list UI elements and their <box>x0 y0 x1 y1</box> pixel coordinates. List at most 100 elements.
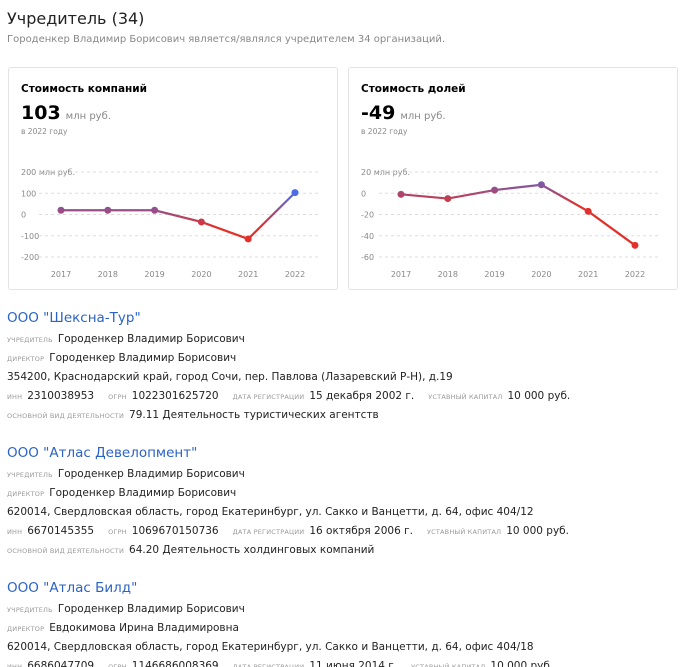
field-label: директор <box>7 355 45 363</box>
y-tick-label: -100 <box>21 232 39 241</box>
field-label: уставный капитал <box>411 663 486 667</box>
headline: -49 млн руб. <box>361 102 446 124</box>
info-row: учредитель Городенкер Владимир Борисович <box>7 330 677 349</box>
data-point <box>244 235 252 243</box>
headline-value: 103 <box>21 102 61 124</box>
headline-unit: млн руб. <box>66 111 111 122</box>
info-row: основной вид деятельности 79.11 Деятельно… <box>7 406 677 425</box>
data-point <box>397 190 405 198</box>
company: ООО "Атлас Девелопмент" учредитель Городен… <box>7 443 677 560</box>
headline-value: -49 <box>361 102 395 124</box>
field-label: учредитель <box>7 471 53 479</box>
field-label: директор <box>7 625 45 633</box>
y-tick-label: -20 <box>361 211 374 220</box>
headline: 103 млн руб. <box>21 102 111 124</box>
x-tick-label: 2022 <box>625 270 645 279</box>
info-row: директор Городенкер Владимир Борисович <box>7 349 677 368</box>
section-title: Учредитель (34) <box>7 9 145 28</box>
x-tick-label: 2020 <box>191 270 211 279</box>
field-value: Евдокимова Ирина Владимировна <box>49 622 239 634</box>
field-label: учредитель <box>7 336 53 344</box>
field-value: 10 000 руб. <box>490 660 554 667</box>
y-tick-label: 0 <box>21 211 26 220</box>
chart: Стоимость компаний 103 млн руб. в 2022 году… <box>21 83 321 279</box>
info-row: учредитель Городенкер Владимир Борисович <box>7 465 677 484</box>
field-value: 354200, Краснодарский край, город Сочи, … <box>7 371 453 383</box>
field-value: 620014, Свердловская область, город Екат… <box>7 641 534 653</box>
field-label: инн <box>7 528 23 536</box>
info-row: инн 6686047709 огрн 1146686008369 дата регис… <box>7 657 677 667</box>
field-value: 10 000 руб. <box>507 390 571 402</box>
y-tick-label: -60 <box>361 253 374 262</box>
field-value: 1069670150736 <box>131 525 219 537</box>
chart: Стоимость долей-49 млн руб.в 2022 году20 … <box>361 83 661 279</box>
field-label: дата регистрации <box>232 528 305 536</box>
data-point <box>491 186 499 194</box>
chart-title: Стоимость компаний <box>21 83 147 95</box>
series-line <box>400 183 636 247</box>
field-label: основной вид деятельности <box>7 412 125 420</box>
chart-card: Стоимость компаний 103 млн руб. в 2022 году… <box>8 67 338 290</box>
field-value: 10 000 руб. <box>506 525 569 537</box>
headline-unit: млн руб. <box>400 111 445 122</box>
field-label: дата регистрации <box>232 393 305 401</box>
field-label: учредитель <box>7 606 53 614</box>
field-value: 6686047709 <box>27 660 95 667</box>
data-point <box>57 206 65 214</box>
company: ООО "Атлас Билд" учредитель Городенкер Вла… <box>7 578 677 667</box>
field-value: Городенкер Владимир Борисович <box>57 333 245 345</box>
field-label: директор <box>7 490 45 498</box>
field-label: уставный капитал <box>428 393 503 401</box>
data-point <box>151 206 159 214</box>
company-name[interactable]: ООО "Атлас Билд" <box>7 580 138 596</box>
field-label: огрн <box>108 663 127 667</box>
x-tick-label: 2018 <box>98 270 118 279</box>
y-tick-label: 100 <box>21 189 36 198</box>
company-name[interactable]: ООО "Атлас Девелопмент" <box>7 445 198 461</box>
x-tick-label: 2017 <box>51 270 71 279</box>
field-label: дата регистрации <box>232 663 305 667</box>
x-tick-label: 2021 <box>578 270 598 279</box>
headline-note: в 2022 году <box>361 127 408 136</box>
field-value: 11 июня 2014 г. <box>309 660 398 667</box>
x-tick-label: 2019 <box>484 270 504 279</box>
data-point <box>291 189 299 197</box>
info-row: учредитель Городенкер Владимир Борисович <box>7 600 677 619</box>
info-row: инн 2310038953 огрн 1022301625720 дата регис… <box>7 387 677 406</box>
field-value: 16 октября 2006 г. <box>309 525 413 537</box>
info-row: инн 6670145355 огрн 1069670150736 дата регис… <box>7 522 677 541</box>
chart-title: Стоимость долей <box>361 83 466 95</box>
field-value: Городенкер Владимир Борисович <box>57 603 245 615</box>
x-tick-label: 2017 <box>391 270 411 279</box>
data-point <box>444 195 452 203</box>
field-label: огрн <box>108 393 127 401</box>
data-point <box>631 241 639 249</box>
field-value: 1022301625720 <box>131 390 219 402</box>
field-value: 2310038953 <box>27 390 95 402</box>
data-point <box>197 218 205 226</box>
field-label: инн <box>7 393 23 401</box>
info-row: 620014, Свердловская область, город Екат… <box>7 503 677 522</box>
x-tick-label: 2022 <box>285 270 305 279</box>
company-name[interactable]: ООО "Шексна-Тур" <box>7 310 141 326</box>
info-row: 620014, Свердловская область, город Екат… <box>7 638 677 657</box>
info-row: основной вид деятельности 64.20 Деятельно… <box>7 541 677 560</box>
x-tick-label: 2020 <box>531 270 551 279</box>
field-value: Городенкер Владимир Борисович <box>57 468 245 480</box>
y-tick-label: -40 <box>361 232 374 241</box>
field-value: 6670145355 <box>27 525 95 537</box>
field-value: 15 декабря 2002 г. <box>309 390 415 402</box>
headline-note: в 2022 году <box>21 127 68 136</box>
data-point <box>584 207 592 215</box>
company-list: ООО "Шексна-Тур" учредитель Городенкер Вла… <box>7 308 677 667</box>
info-row: 354200, Краснодарский край, город Сочи, … <box>7 368 677 387</box>
chart-card: Стоимость долей -49 млн руб. в 2022 году 20 … <box>348 67 678 290</box>
series-line <box>61 191 296 241</box>
info-row: директор Евдокимова Ирина Владимировна <box>7 619 677 638</box>
y-tick-label: -200 <box>21 253 39 262</box>
field-value: Городенкер Владимир Борисович <box>49 352 237 364</box>
field-value: 1146686008369 <box>131 660 219 667</box>
data-point <box>537 181 545 189</box>
data-point <box>104 206 112 214</box>
